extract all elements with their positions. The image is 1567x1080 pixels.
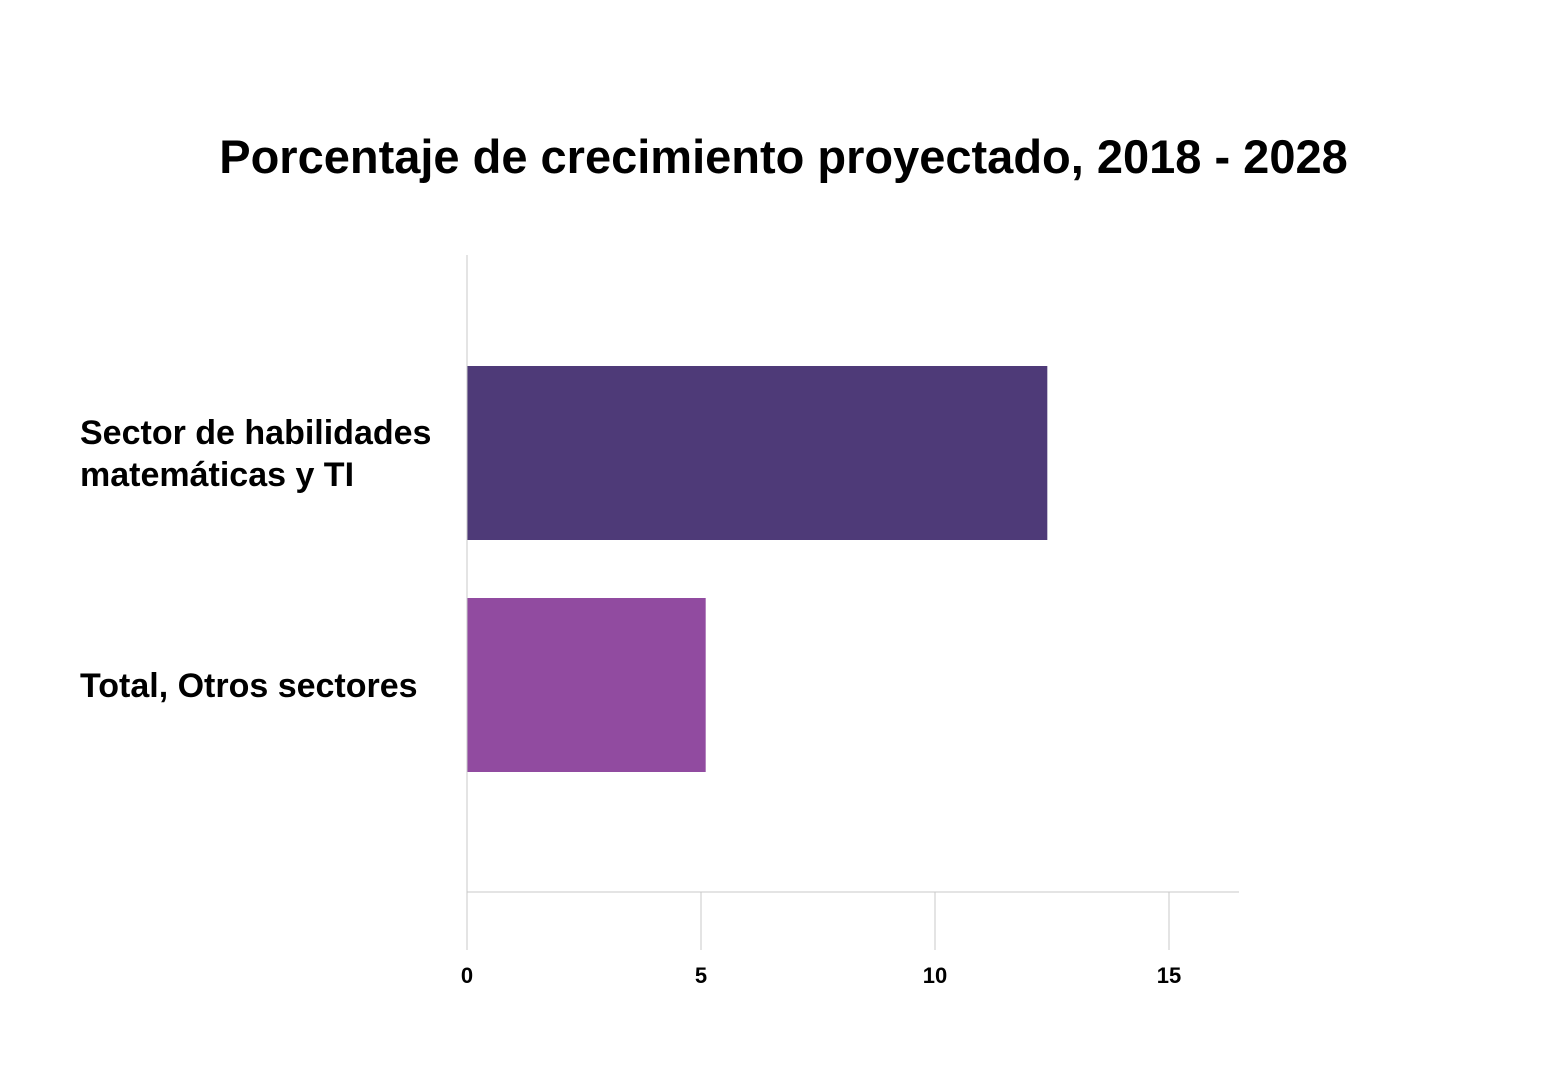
axes [466,255,1239,950]
x-tick-label: 10 [923,963,947,988]
category-label: Sector de habilidades matemáticas y TI [80,414,431,494]
chart-title: Porcentaje de crecimiento proyectado, 20… [219,130,1348,183]
x-tick-label: 15 [1157,963,1181,988]
x-tick-label: 5 [695,963,707,988]
category-labels: Sector de habilidades matemáticas y TI Tot… [80,414,431,705]
x-tick-labels: 0 5 10 15 [461,963,1181,988]
category-label: Total, Otros sectores [80,667,418,705]
bar [467,366,1048,540]
bars [467,366,1048,772]
x-tick-label: 0 [461,963,473,988]
gridlines [700,892,1170,950]
bar [467,598,706,772]
